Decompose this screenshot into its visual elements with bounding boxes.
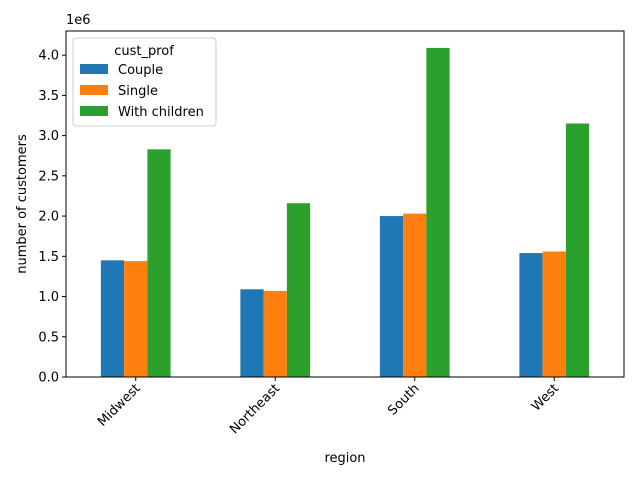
y-tick-label: 3.5 — [38, 89, 59, 104]
y-tick-label: 0.0 — [38, 371, 59, 386]
y-tick-label: 0.5 — [38, 330, 59, 345]
y-tick-label: 4.0 — [38, 49, 59, 64]
legend-swatch-single — [80, 85, 108, 95]
bar-south-with-children — [426, 47, 450, 377]
bar-midwest-with-children — [147, 149, 171, 377]
legend: cust_prof Couple Single With children — [72, 37, 217, 127]
legend-title: cust_prof — [114, 44, 174, 59]
bar-west-single — [542, 251, 566, 377]
y-tick-label: 1.0 — [38, 290, 59, 305]
x-axis-title: region — [324, 451, 365, 466]
legend-label-single: Single — [118, 84, 158, 99]
y-axis-title: number of customers — [15, 134, 30, 274]
y-tick-label: 2.0 — [38, 210, 59, 225]
y-tick-label: 3.0 — [38, 129, 59, 144]
bar-south-couple — [379, 216, 404, 377]
bar-northeast-with-children — [286, 203, 311, 377]
y-tick-label: 1.5 — [38, 250, 59, 265]
y-offset-label: 1e6 — [66, 13, 91, 28]
legend-label-couple: Couple — [118, 63, 163, 78]
y-tick-label: 2.5 — [38, 169, 59, 184]
bar-midwest-single — [124, 261, 148, 377]
bar-west-with-children — [565, 123, 590, 377]
bar-south-single — [403, 213, 427, 377]
y-axis: 0.0 0.5 1.0 1.5 2.0 2.5 3.0 3.5 4.0 — [38, 49, 66, 386]
bars-group — [100, 47, 590, 377]
bar-midwest-couple — [100, 260, 125, 377]
legend-swatch-couple — [80, 64, 108, 74]
bar-west-couple — [519, 253, 543, 377]
legend-frame — [72, 37, 217, 127]
legend-swatch-with-children — [80, 106, 108, 116]
bar-northeast-couple — [240, 289, 264, 377]
plot-frame — [65, 30, 625, 378]
legend-label-with-children: With children — [118, 105, 204, 120]
bar-northeast-single — [263, 290, 287, 377]
